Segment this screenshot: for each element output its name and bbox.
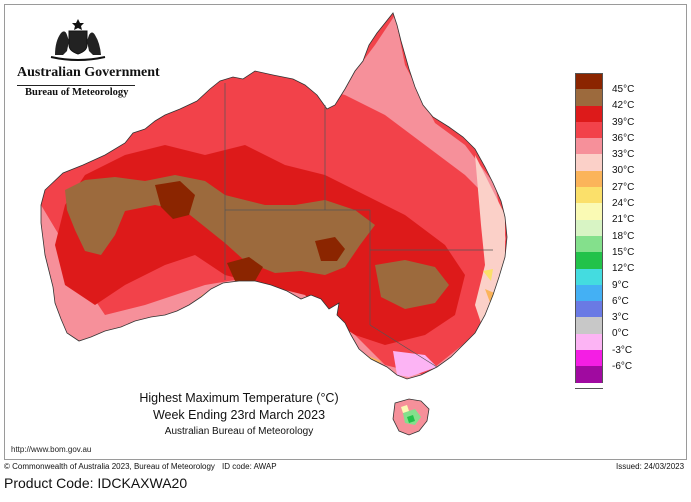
state-borders bbox=[224, 83, 493, 368]
title-divider bbox=[17, 85, 135, 86]
legend-label: -6°C bbox=[612, 361, 633, 373]
legend-label: 36°C bbox=[612, 132, 635, 144]
legend-swatch bbox=[575, 154, 603, 171]
legend-bottom-border bbox=[575, 388, 603, 389]
legend-swatch bbox=[575, 73, 603, 90]
map-source: Australian Bureau of Meteorology bbox=[164, 426, 314, 437]
id-code: ID code: AWAP bbox=[222, 462, 277, 471]
map-frame: Australian Government Bureau of Meteorol… bbox=[4, 4, 687, 460]
legend-label: 0°C bbox=[612, 328, 629, 340]
coat-of-arms-icon bbox=[50, 19, 106, 61]
legend-label: 45°C bbox=[612, 84, 635, 95]
map-caption: Highest Maximum Temperature (°C) Week En… bbox=[129, 390, 349, 439]
legend-swatch bbox=[575, 138, 603, 155]
legend-swatch bbox=[575, 170, 603, 188]
legend-swatch bbox=[575, 121, 603, 139]
issued-date: Issued: 24/03/2023 bbox=[616, 462, 685, 471]
legend-label: 21°C bbox=[612, 214, 635, 226]
legend-swatch bbox=[575, 89, 603, 106]
temperature-map bbox=[40, 12, 508, 436]
legend-swatch bbox=[575, 203, 603, 220]
legend-swatch bbox=[575, 366, 603, 383]
government-logo bbox=[19, 15, 139, 61]
legend-label: 6°C bbox=[612, 295, 629, 307]
legend-swatch bbox=[575, 105, 603, 122]
legend-label: -3°C bbox=[612, 344, 633, 356]
government-title: Australian Government bbox=[17, 65, 160, 80]
legend-label: 12°C bbox=[612, 263, 635, 275]
map-period: Week Ending 23rd March 2023 bbox=[152, 408, 326, 422]
legend-swatch bbox=[575, 235, 603, 253]
legend-swatch bbox=[575, 333, 603, 351]
bureau-title: Bureau of Meteorology bbox=[25, 87, 129, 98]
legend-label: 30°C bbox=[612, 165, 635, 177]
legend-label: 18°C bbox=[612, 230, 635, 242]
legend-label: 39°C bbox=[612, 116, 635, 128]
legend-label: 27°C bbox=[612, 181, 635, 193]
coastline bbox=[40, 12, 508, 380]
legend-label: 24°C bbox=[612, 198, 635, 210]
legend-swatch bbox=[575, 268, 603, 285]
copyright-text: © Commonwealth of Australia 2023, Bureau… bbox=[4, 462, 215, 471]
legend-swatch bbox=[575, 219, 603, 236]
product-code: Product Code: IDCKAXWA20 bbox=[4, 475, 188, 491]
legend-label: 3°C bbox=[612, 312, 629, 324]
legend-label: 15°C bbox=[612, 246, 635, 258]
legend-label: 9°C bbox=[612, 279, 629, 291]
legend-swatch bbox=[575, 350, 603, 367]
legend-swatch bbox=[575, 301, 603, 318]
legend-swatch bbox=[575, 252, 603, 269]
legend-label: 33°C bbox=[612, 149, 635, 161]
legend-swatch bbox=[575, 284, 603, 302]
legend-swatch bbox=[575, 317, 603, 334]
legend-label: 42°C bbox=[612, 100, 635, 112]
website-url: http://www.bom.gov.au bbox=[11, 445, 92, 454]
legend-top-border bbox=[575, 73, 603, 74]
legend-swatch bbox=[575, 187, 603, 204]
map-title: Highest Maximum Temperature (°C) bbox=[139, 391, 339, 405]
